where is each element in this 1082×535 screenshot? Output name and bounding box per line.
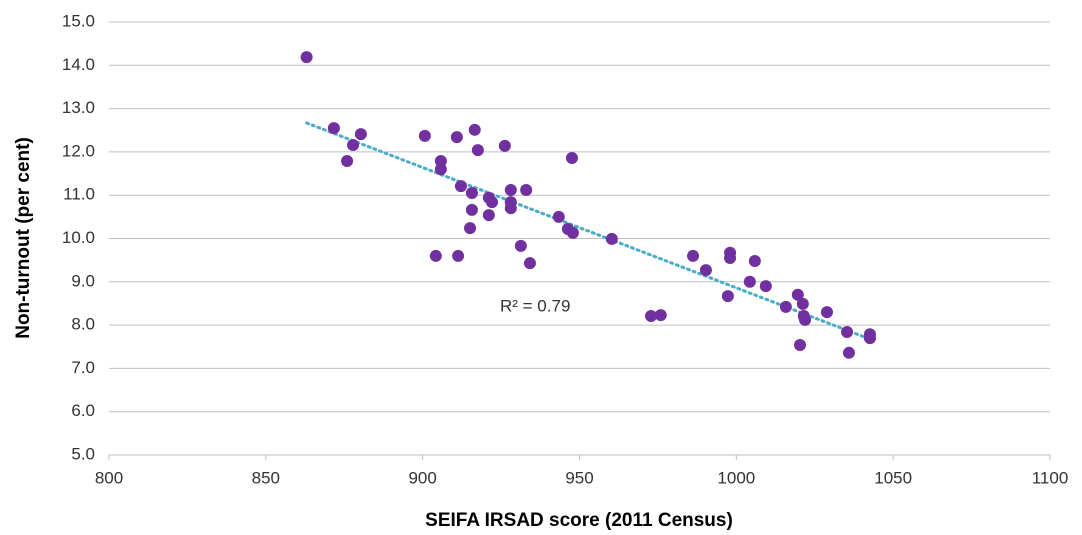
y-tick-label: 10.0	[62, 228, 95, 247]
x-tick-label: 800	[95, 468, 123, 487]
x-tick-label: 1000	[717, 468, 755, 487]
point	[699, 264, 712, 277]
point	[300, 51, 313, 64]
point	[645, 310, 658, 323]
point	[452, 249, 465, 262]
y-tick-label: 5.0	[71, 444, 95, 463]
point	[429, 249, 442, 262]
point	[794, 339, 807, 352]
point	[514, 239, 527, 252]
x-tick-label: 1050	[874, 468, 912, 487]
point	[791, 288, 804, 301]
point	[820, 306, 833, 319]
point	[687, 249, 700, 262]
point	[354, 128, 367, 141]
point	[504, 202, 517, 215]
point	[566, 226, 579, 239]
point	[465, 187, 478, 200]
point	[654, 309, 667, 322]
point	[748, 255, 761, 268]
y-axis-title: Non-turnout (per cent)	[13, 137, 34, 339]
x-axis-title: SEIFA IRSAD score (2011 Census)	[425, 510, 733, 531]
y-tick-label: 13.0	[62, 98, 95, 117]
y-tick-label: 7.0	[71, 358, 95, 377]
point	[454, 180, 467, 193]
point	[724, 251, 737, 264]
x-tick-label: 900	[408, 468, 436, 487]
point	[471, 144, 484, 157]
y-tick-label: 8.0	[71, 315, 95, 334]
x-tick-label: 950	[565, 468, 593, 487]
point	[552, 210, 565, 223]
point	[796, 297, 809, 310]
point	[464, 222, 477, 235]
trendline	[305, 121, 872, 341]
y-tick-label: 6.0	[71, 401, 95, 420]
point	[743, 275, 756, 288]
point	[468, 123, 481, 136]
annotation: R² = 0.79	[500, 296, 570, 315]
y-tick-label: 12.0	[62, 141, 95, 160]
point	[341, 154, 354, 167]
point	[520, 184, 533, 197]
point	[841, 326, 854, 339]
point	[498, 139, 511, 152]
point	[504, 184, 517, 197]
x-tick-label: 1100	[1032, 468, 1069, 487]
point	[842, 346, 855, 359]
point	[799, 313, 812, 326]
point	[347, 138, 360, 151]
point	[482, 209, 495, 222]
point	[465, 203, 478, 216]
point	[327, 122, 340, 135]
y-tick-label: 9.0	[71, 271, 95, 290]
point	[485, 196, 498, 209]
y-tick-label: 15.0	[62, 11, 95, 30]
point	[450, 131, 463, 144]
y-tick-label: 11.0	[63, 185, 95, 204]
point	[863, 332, 876, 345]
point	[565, 151, 578, 164]
point	[418, 129, 431, 142]
point	[779, 300, 792, 313]
point	[605, 232, 618, 245]
point	[434, 154, 447, 167]
x-tick-label: 850	[252, 468, 280, 487]
point	[721, 290, 734, 303]
point	[759, 280, 772, 293]
y-tick-label: 14.0	[62, 55, 95, 74]
point	[434, 163, 447, 176]
point	[523, 257, 536, 270]
